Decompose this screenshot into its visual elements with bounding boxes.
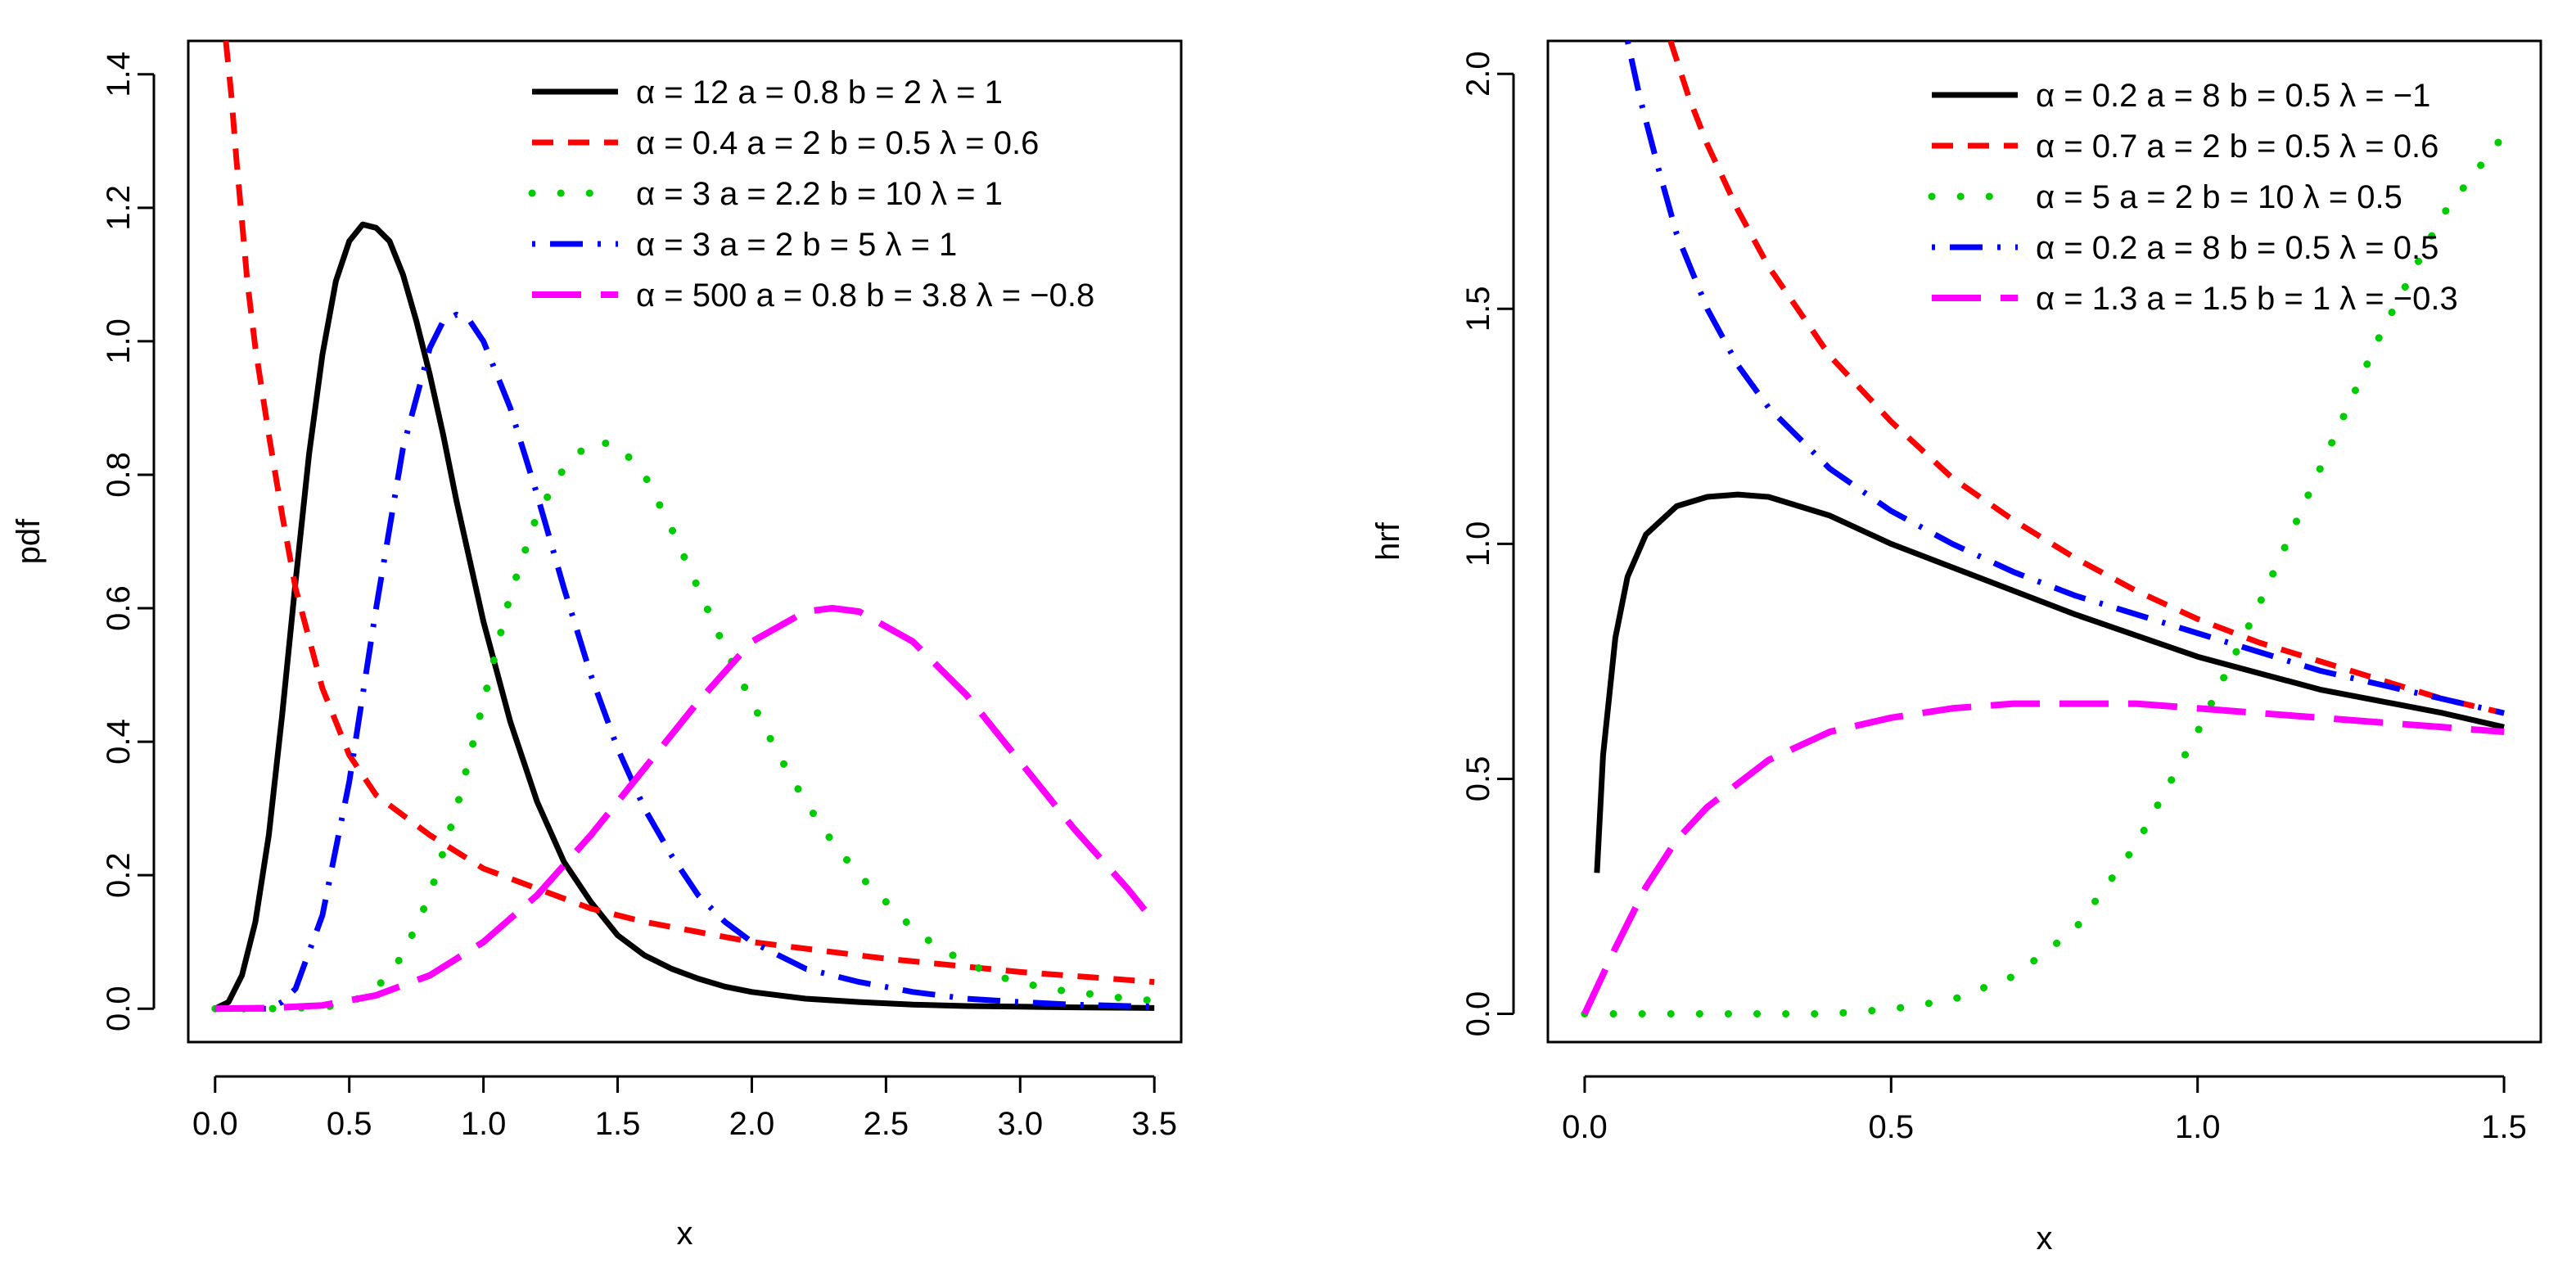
series-line-3	[211, 437, 1158, 1013]
x-tick-label: 2.5	[864, 1106, 909, 1142]
plot-frame	[187, 39, 1183, 1044]
x-tick-label: 3.0	[997, 1106, 1043, 1142]
legend-label-4: α = 0.2 a = 8 b = 0.5 λ = 0.5	[2036, 230, 2438, 266]
y-tick-label: 1.4	[101, 52, 137, 97]
legend: α = 12 a = 0.8 b = 2 λ = 1 α = 0.4 a = 2 …	[528, 74, 1094, 314]
legend-label-3: α = 5 a = 2 b = 10 λ = 0.5	[2036, 179, 2402, 215]
x-tick-label: 3.5	[1131, 1106, 1177, 1142]
y-tick-label: 0.2	[101, 852, 137, 898]
series-line-4	[214, 311, 1155, 1012]
legend-label-5: α = 1.3 a = 1.5 b = 1 λ = −0.3	[2036, 281, 2458, 317]
x-tick-label: 1.0	[461, 1106, 507, 1142]
y-tick-label: 1.5	[1460, 286, 1496, 332]
x-tick-label: 0.0	[1562, 1109, 1608, 1145]
x-axis-title: x	[677, 1216, 693, 1252]
y-tick-label: 0.8	[101, 452, 137, 498]
x-tick-label: 0.0	[192, 1106, 238, 1142]
legend-label-3: α = 3 a = 2.2 b = 10 λ = 1	[636, 176, 1003, 212]
x-tick-label: 0.5	[327, 1106, 372, 1142]
y-tick-label: 0.6	[101, 585, 137, 631]
y-tick-label: 0.4	[101, 719, 137, 765]
hrf-panel: 0.0 0.5 1.0 1.5 0.0 0.5 1.0 1.5 2.0 x hrf α = 0.2 a…	[1370, 39, 2542, 1257]
legend-label-5: α = 500 a = 0.8 b = 3.8 λ = −0.8	[636, 278, 1094, 314]
y-tick-label: 1.2	[101, 185, 137, 231]
series-line-1	[214, 221, 1155, 1012]
x-tick-label: 2.0	[729, 1106, 775, 1142]
x-tick-label: 1.0	[2175, 1109, 2221, 1145]
y-axis-title: hrf	[1370, 521, 1406, 561]
legend: α = 0.2 a = 8 b = 0.5 λ = −1 α = 0.7 a = …	[1928, 78, 2458, 317]
x-tick-label: 0.5	[1869, 1109, 1915, 1145]
y-tick-label: 2.0	[1460, 51, 1496, 97]
y-tick-label: 1.0	[1460, 521, 1496, 567]
series-line-2	[1667, 41, 2505, 716]
legend-label-1: α = 12 a = 0.8 b = 2 λ = 1	[636, 74, 1003, 111]
legend-label-1: α = 0.2 a = 8 b = 0.5 λ = −1	[2036, 78, 2430, 114]
series-line-3	[1581, 131, 2508, 1018]
y-tick-label: 0.5	[1460, 756, 1496, 802]
y-tick-label: 0.0	[1460, 991, 1496, 1037]
plot-frame	[1546, 39, 2542, 1044]
x-tick-label: 1.5	[595, 1106, 641, 1142]
series-line-4	[1624, 41, 2505, 716]
y-tick-label: 0.0	[101, 986, 137, 1031]
legend-label-4: α = 3 a = 2 b = 5 λ = 1	[636, 227, 957, 263]
y-tick-label: 1.0	[101, 318, 137, 364]
legend-label-2: α = 0.7 a = 2 b = 0.5 λ = 0.6	[2036, 129, 2438, 165]
series-line-5	[214, 605, 1157, 1013]
legend-label-2: α = 0.4 a = 2 b = 0.5 λ = 0.6	[636, 125, 1039, 161]
series-line-1	[1594, 491, 2505, 873]
x-axis-title: x	[2037, 1221, 2053, 1257]
series-line-5	[1581, 700, 2505, 1016]
y-axis-title: pdf	[11, 518, 47, 564]
x-tick-label: 1.5	[2481, 1109, 2527, 1145]
pdf-panel: 0.0 0.5 1.0 1.5 2.0 2.5 3.0 3.5 0.0 0.2 0.4 0.6 0.8 1…	[11, 39, 1183, 1252]
series-line-2	[223, 41, 1155, 986]
